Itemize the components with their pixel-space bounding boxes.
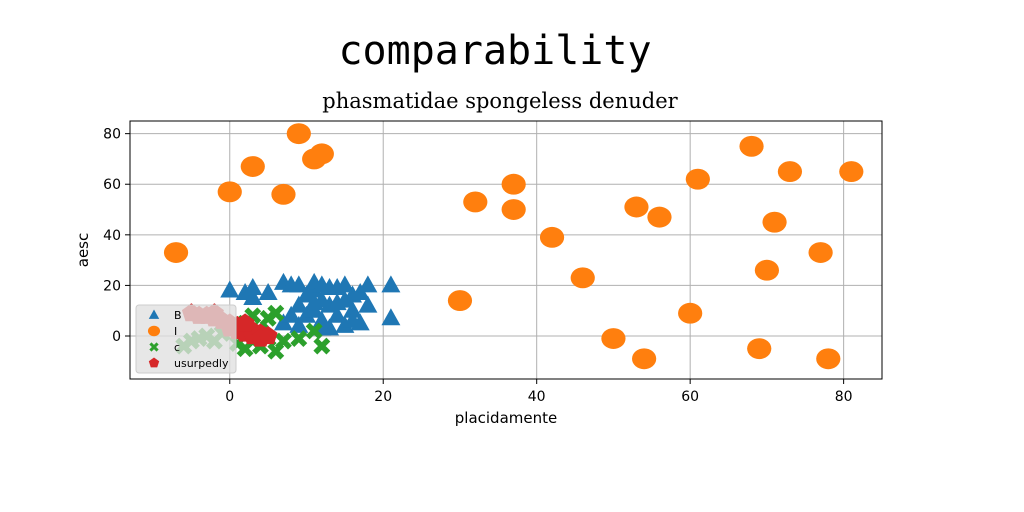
y-tick-label: 60 bbox=[103, 177, 121, 193]
series-1 bbox=[163, 123, 864, 370]
plot-frame bbox=[129, 120, 883, 380]
legend-marker-circle bbox=[147, 325, 161, 337]
point-circle bbox=[747, 338, 772, 360]
point-circle bbox=[601, 328, 626, 349]
point-triangle bbox=[327, 305, 347, 323]
series-0 bbox=[220, 272, 401, 336]
y-axis-label: aesc bbox=[74, 233, 92, 267]
point-triangle bbox=[243, 288, 263, 306]
point-circle bbox=[685, 168, 710, 190]
point-triangle bbox=[220, 280, 240, 298]
point-circle bbox=[163, 242, 189, 263]
point-triangle bbox=[350, 313, 370, 331]
point-triangle bbox=[289, 275, 309, 293]
point-circle bbox=[570, 267, 595, 289]
point-triangle bbox=[258, 283, 278, 300]
point-triangle bbox=[289, 295, 309, 313]
point-triangle bbox=[381, 275, 401, 293]
point-triangle bbox=[358, 295, 378, 313]
point-circle bbox=[647, 206, 672, 228]
legend-box bbox=[135, 304, 237, 374]
point-circle bbox=[624, 196, 649, 218]
point-circle bbox=[309, 143, 334, 165]
point-triangle bbox=[358, 275, 378, 293]
point-circle bbox=[501, 199, 526, 220]
point-triangle bbox=[281, 305, 301, 323]
point-triangle bbox=[335, 315, 355, 333]
legend-label: c bbox=[174, 341, 180, 354]
point-triangle bbox=[296, 305, 316, 323]
point-triangle bbox=[327, 293, 347, 311]
point-triangle bbox=[289, 315, 309, 333]
x-tick-label: 40 bbox=[528, 389, 546, 405]
point-pentagon bbox=[235, 313, 255, 332]
axis-ticks: 0 20 40 60 80 0 20 40 60 80 bbox=[103, 127, 852, 405]
y-tick-label: 0 bbox=[112, 329, 121, 345]
point-circle bbox=[240, 156, 265, 177]
point-circle bbox=[286, 123, 311, 145]
x-tick-label: 0 bbox=[225, 389, 234, 405]
x-axis-label: placidamente bbox=[455, 409, 557, 427]
point-pentagon bbox=[258, 326, 278, 345]
point-circle bbox=[271, 183, 296, 205]
x-tick-label: 60 bbox=[681, 389, 699, 405]
point-circle bbox=[816, 348, 841, 370]
y-tick-label: 40 bbox=[103, 228, 121, 244]
point-circle bbox=[447, 290, 473, 312]
legend-marker-x bbox=[149, 342, 159, 352]
point-circle bbox=[539, 226, 565, 248]
y-tick-label: 80 bbox=[103, 127, 121, 143]
legend-marker-triangle bbox=[148, 309, 160, 319]
point-circle bbox=[739, 135, 764, 157]
x-tick-label: 80 bbox=[835, 389, 853, 405]
point-circle bbox=[463, 191, 488, 213]
point-circle bbox=[678, 302, 703, 324]
x-tick-label: 20 bbox=[374, 389, 392, 405]
legend-label: B bbox=[174, 309, 182, 322]
point-triangle bbox=[296, 285, 316, 303]
legend-label: usurpedly bbox=[174, 357, 229, 370]
point-triangle bbox=[304, 293, 324, 311]
point-circle bbox=[808, 242, 833, 263]
legend-marker-pentagon bbox=[148, 357, 160, 368]
point-x bbox=[290, 330, 308, 347]
point-circle bbox=[632, 348, 657, 370]
point-x bbox=[313, 337, 331, 355]
chart-title: comparability bbox=[338, 28, 651, 74]
point-x bbox=[267, 304, 285, 322]
point-triangle bbox=[381, 308, 401, 326]
legend: BIc usurpedly bbox=[135, 304, 237, 374]
point-triangle bbox=[243, 277, 263, 295]
grid-lines bbox=[130, 121, 882, 379]
chart-subtitle: phasmatidae spongeless denuder bbox=[322, 89, 678, 113]
y-tick-label: 20 bbox=[103, 278, 121, 294]
point-circle bbox=[839, 161, 864, 183]
point-triangle bbox=[343, 300, 363, 318]
point-circle bbox=[762, 211, 787, 233]
legend-label: I bbox=[174, 325, 177, 338]
point-circle bbox=[217, 181, 242, 203]
point-circle bbox=[501, 173, 526, 195]
point-x bbox=[305, 322, 323, 340]
point-circle bbox=[777, 161, 803, 183]
point-circle bbox=[754, 259, 779, 281]
point-triangle bbox=[335, 275, 355, 293]
point-x bbox=[275, 332, 292, 350]
